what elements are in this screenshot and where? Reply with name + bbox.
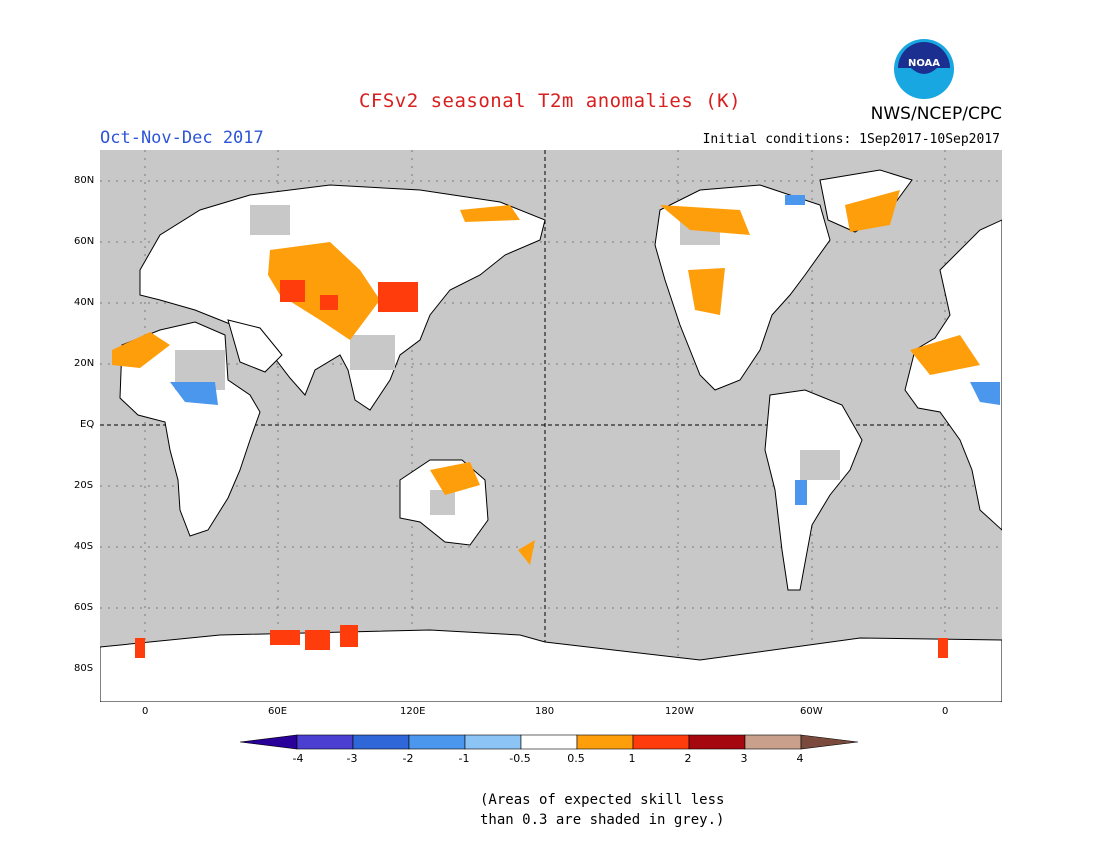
lat-label: 60S: [74, 602, 94, 613]
colorbar-segment: [520, 734, 578, 750]
colorbar-label: 3: [740, 752, 748, 765]
lat-label: 40S: [74, 541, 94, 552]
lon-label: 60W: [800, 706, 823, 717]
lon-label: 60E: [268, 706, 288, 717]
warm-anomaly-regions: [112, 190, 980, 565]
lat-label: 20S: [74, 480, 94, 491]
cool-anomaly-regions: [170, 195, 1000, 505]
colorbar-segment: [632, 734, 690, 750]
colorbar-low-arrow: [240, 734, 298, 750]
colorbar-label: 4: [796, 752, 804, 765]
colorbar-segment: [408, 734, 466, 750]
colorbar-segment: [576, 734, 634, 750]
lat-label: EQ: [80, 419, 95, 430]
colorbar-label: -0.5: [509, 752, 531, 765]
lon-label: 120E: [400, 706, 426, 717]
colorbar-segment: [352, 734, 410, 750]
lon-label: 0: [142, 706, 149, 717]
lon-label: 180: [535, 706, 555, 717]
lat-label: 20N: [74, 358, 95, 369]
colorbar-segment: [744, 734, 802, 750]
skill-note-line2: than 0.3 are shaded in grey.): [480, 812, 725, 828]
colorbar: [240, 734, 859, 750]
map-title: CFSv2 seasonal T2m anomalies (K): [358, 90, 742, 112]
colorbar-label: 1: [628, 752, 636, 765]
colorbar-segment: [464, 734, 522, 750]
colorbar-label: -2: [402, 752, 414, 765]
world-map: [100, 150, 1002, 702]
colorbar-label: 0.5: [567, 752, 585, 765]
skill-note-line1: (Areas of expected skill less: [480, 792, 725, 808]
colorbar-high-arrow: [800, 734, 859, 750]
colorbar-label: 2: [684, 752, 692, 765]
hot-anomaly-regions: [135, 280, 948, 658]
lat-label: 80N: [74, 175, 95, 186]
lat-label: 80S: [74, 663, 94, 674]
colorbar-segment: [296, 734, 354, 750]
lat-label: 60N: [74, 236, 95, 247]
noaa-logo: NOAA: [894, 39, 954, 99]
lon-label: 0: [942, 706, 949, 717]
forecast-period: Oct-Nov-Dec 2017: [100, 128, 264, 148]
colorbar-label: -4: [292, 752, 304, 765]
colorbar-label: -3: [346, 752, 358, 765]
colorbar-label: -1: [458, 752, 470, 765]
initial-conditions: Initial conditions: 1Sep2017-10Sep2017: [702, 132, 1000, 147]
svg-text:NOAA: NOAA: [908, 58, 940, 69]
lat-label: 40N: [74, 297, 95, 308]
agency-label: NWS/NCEP/CPC: [870, 104, 1002, 124]
lon-label: 120W: [665, 706, 694, 717]
colorbar-segment: [688, 734, 746, 750]
